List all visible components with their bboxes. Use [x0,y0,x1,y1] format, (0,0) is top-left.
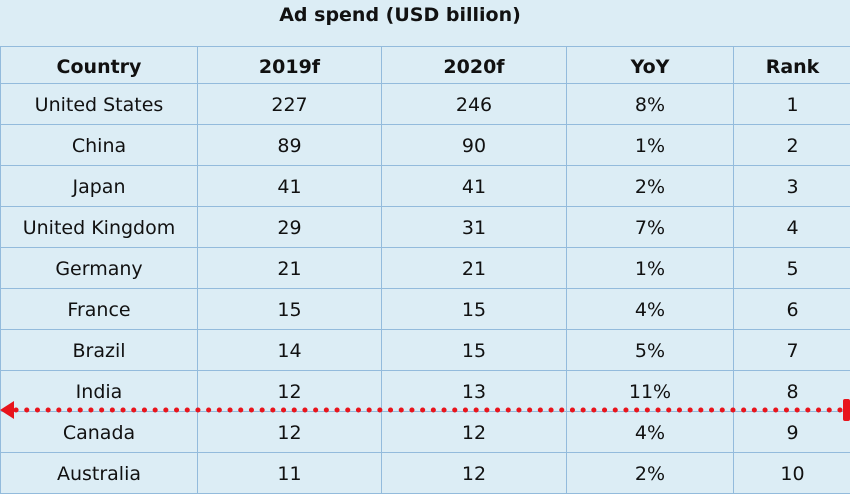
cell-rank: 5 [734,248,850,289]
cell-2020f: 15 [382,289,567,330]
cell-2020f: 41 [382,166,567,207]
cell-rank: 4 [734,207,850,248]
cell-country: China [1,125,198,166]
cell-yoy: 4% [567,289,734,330]
cell-country: Australia [1,453,198,494]
cell-2020f: 15 [382,330,567,371]
cell-2019f: 21 [198,248,382,289]
cell-rank: 10 [734,453,850,494]
cell-2019f: 227 [198,84,382,125]
cell-2020f: 246 [382,84,567,125]
cell-yoy: 1% [567,248,734,289]
cell-2020f: 12 [382,453,567,494]
cell-country: Brazil [1,330,198,371]
cell-rank: 7 [734,330,850,371]
table-title: Ad spend (USD billion) [0,4,800,26]
cell-2019f: 89 [198,125,382,166]
cell-yoy: 1% [567,125,734,166]
cell-2019f: 11 [198,453,382,494]
cell-2019f: 15 [198,289,382,330]
header-yoy: YoY [567,47,734,84]
cell-2019f: 41 [198,166,382,207]
ad-spend-table: Country 2019f 2020f YoY Rank United Stat… [0,46,850,494]
red-dotted-arrow [0,398,850,422]
cell-rank: 1 [734,84,850,125]
arrowhead-left-icon [0,401,14,419]
cell-country: France [1,289,198,330]
cell-2020f: 31 [382,207,567,248]
cell-country: Germany [1,248,198,289]
header-2019f: 2019f [198,47,382,84]
cell-yoy: 2% [567,166,734,207]
header-2020f: 2020f [382,47,567,84]
header-country: Country [1,47,198,84]
cell-rank: 6 [734,289,850,330]
cell-yoy: 5% [567,330,734,371]
cell-rank: 3 [734,166,850,207]
cell-country: Japan [1,166,198,207]
cell-yoy: 8% [567,84,734,125]
header-rank: Rank [734,47,850,84]
cell-yoy: 2% [567,453,734,494]
cell-2020f: 90 [382,125,567,166]
cell-2019f: 29 [198,207,382,248]
cell-country: United Kingdom [1,207,198,248]
cell-yoy: 7% [567,207,734,248]
cell-country: United States [1,84,198,125]
header-row: Country 2019f 2020f YoY Rank [1,47,850,84]
cell-2019f: 14 [198,330,382,371]
cell-2020f: 21 [382,248,567,289]
arrow-tail-marker [843,399,850,421]
cell-rank: 2 [734,125,850,166]
